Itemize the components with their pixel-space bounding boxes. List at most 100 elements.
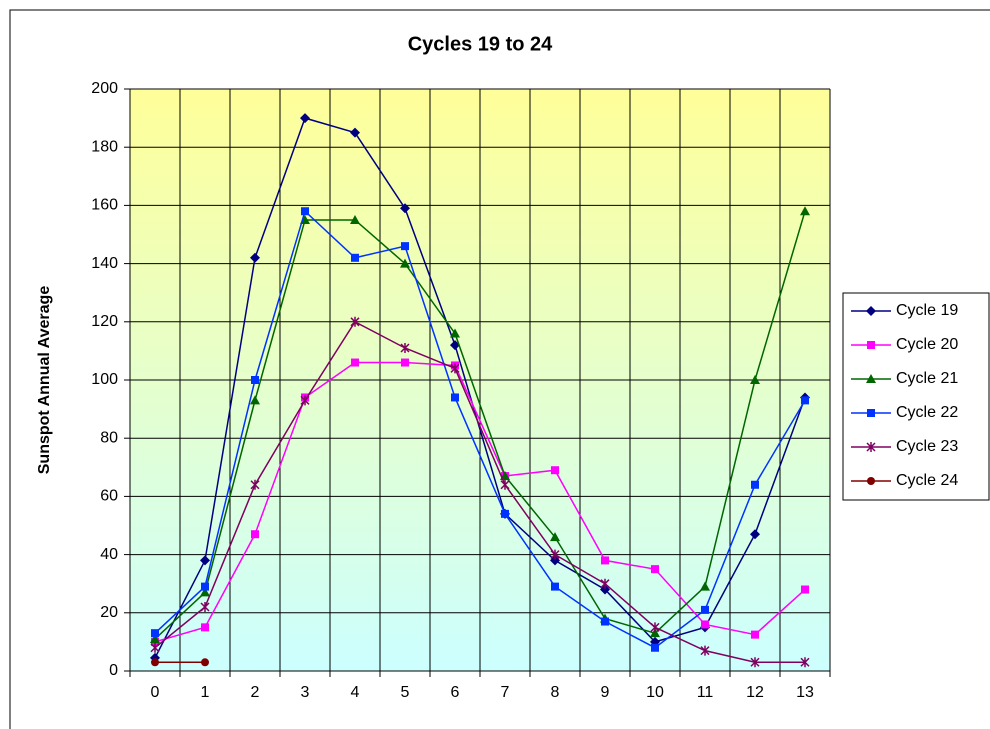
marker <box>867 477 875 485</box>
marker <box>201 582 209 591</box>
marker <box>800 657 810 668</box>
x-tick-label: 13 <box>796 684 814 701</box>
legend-label: Cycle 22 <box>896 404 958 421</box>
x-tick-label: 8 <box>551 684 560 701</box>
marker <box>551 466 559 475</box>
frame <box>9 9 990 729</box>
marker <box>300 113 310 124</box>
marker <box>500 479 510 490</box>
y-tick-label: 0 <box>109 662 118 679</box>
legend-label: Cycle 21 <box>896 370 958 387</box>
series-line <box>154 117 806 659</box>
y-axis-label: Sunspot Annual Average <box>36 286 53 475</box>
marker <box>451 393 459 402</box>
x-tick-label: 5 <box>401 684 410 701</box>
marker <box>351 253 359 262</box>
marker <box>550 532 560 542</box>
marker <box>250 395 260 405</box>
chart-title: Cycles 19 to 24 <box>408 33 553 55</box>
y-tick-label: 140 <box>91 255 118 272</box>
marker <box>151 629 159 638</box>
marker <box>750 375 760 384</box>
series-line <box>154 209 806 649</box>
x-tick-label: 12 <box>746 684 764 701</box>
marker <box>601 617 609 626</box>
marker <box>867 341 875 349</box>
marker <box>801 585 809 594</box>
marker <box>700 581 710 591</box>
marker <box>450 363 460 374</box>
marker <box>650 622 660 633</box>
marker <box>866 374 876 383</box>
marker <box>601 556 609 565</box>
x-tick-label: 11 <box>697 684 714 701</box>
marker <box>200 555 210 566</box>
marker <box>600 578 610 589</box>
marker <box>400 203 410 214</box>
marker <box>400 342 410 353</box>
legend-label: Cycle 24 <box>896 472 958 489</box>
marker <box>700 645 710 656</box>
y-tick-label: 100 <box>91 371 118 388</box>
marker <box>651 643 659 652</box>
marker <box>150 633 160 643</box>
series-line <box>154 361 806 643</box>
marker <box>450 328 460 338</box>
y-tick-label: 180 <box>91 138 118 155</box>
marker <box>250 252 260 263</box>
x-tick-label: 0 <box>151 684 160 701</box>
marker <box>351 358 359 367</box>
marker <box>801 396 809 405</box>
x-tick-label: 7 <box>501 684 510 701</box>
marker <box>751 480 759 489</box>
marker <box>301 207 309 216</box>
marker <box>250 479 260 490</box>
marker <box>201 623 209 632</box>
marker <box>501 509 509 518</box>
x-tick-label: 10 <box>646 684 664 701</box>
x-tick-label: 3 <box>301 684 310 701</box>
marker <box>401 358 409 367</box>
marker <box>751 630 759 639</box>
marker <box>200 587 210 597</box>
marker <box>551 582 559 591</box>
x-tick-label: 4 <box>351 684 360 701</box>
marker <box>350 316 360 327</box>
legend-label: Cycle 19 <box>896 302 958 319</box>
legend <box>842 292 990 501</box>
y-tick-label: 60 <box>100 488 118 505</box>
series-line <box>154 211 806 640</box>
marker <box>866 442 876 452</box>
marker <box>350 214 360 224</box>
y-tick-label: 20 <box>100 604 118 621</box>
x-tick-label: 6 <box>451 684 460 701</box>
marker <box>800 206 810 216</box>
series-line <box>154 320 805 664</box>
marker <box>651 565 659 574</box>
y-tick-label: 80 <box>100 429 118 446</box>
marker <box>350 127 360 138</box>
marker <box>200 601 210 612</box>
marker <box>650 628 660 638</box>
marker <box>867 409 875 417</box>
marker <box>866 306 876 316</box>
y-tick-label: 200 <box>91 80 118 97</box>
marker <box>550 549 560 560</box>
y-tick-label: 120 <box>91 313 118 330</box>
marker <box>251 530 259 539</box>
marker <box>201 658 209 667</box>
marker <box>151 658 159 667</box>
marker <box>150 642 160 653</box>
marker <box>401 242 409 251</box>
legend-label: Cycle 23 <box>896 438 958 455</box>
marker <box>701 605 709 614</box>
marker <box>750 529 760 540</box>
marker <box>251 376 259 384</box>
legend-label: Cycle 20 <box>896 336 958 353</box>
marker <box>400 258 410 268</box>
marker <box>701 620 709 629</box>
y-tick-label: 160 <box>91 197 118 214</box>
x-tick-label: 9 <box>601 684 610 701</box>
marker <box>300 395 310 406</box>
